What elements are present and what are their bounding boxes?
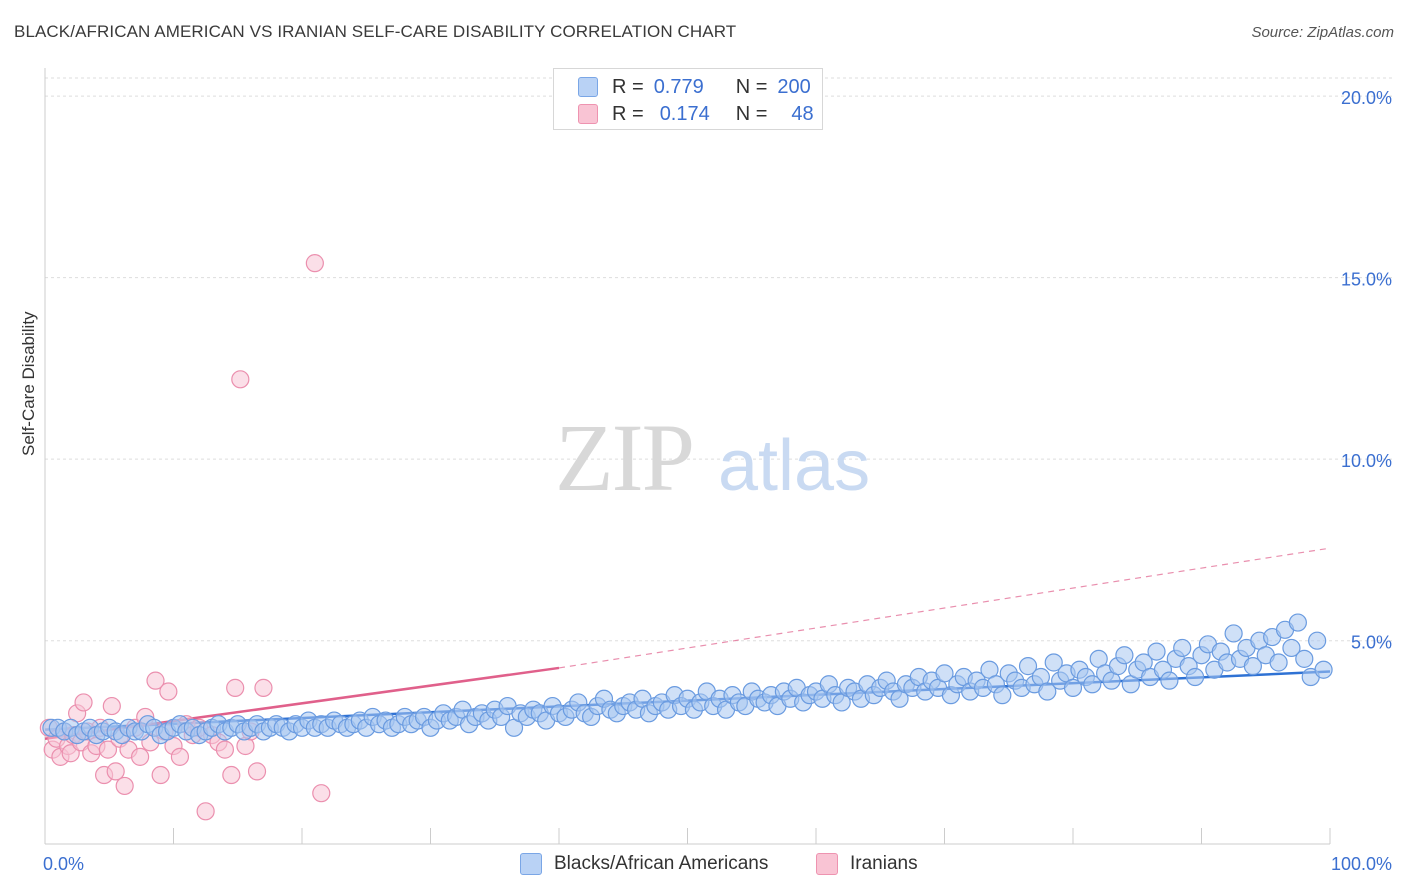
iranians-point xyxy=(247,762,267,781)
iranians-trendline-extrapolated xyxy=(558,547,1331,669)
chart-title: BLACK/AFRICAN AMERICAN VS IRANIAN SELF-C… xyxy=(14,22,737,41)
iranians-point xyxy=(146,671,165,690)
blacks-point xyxy=(935,664,954,683)
iranians-point xyxy=(115,776,134,796)
legend-n-value-blacks: 200 xyxy=(777,75,811,98)
legend-row-iranians: R = 0.174 N = 48 xyxy=(578,102,814,126)
blacks-point xyxy=(1115,646,1134,665)
iranians-point xyxy=(170,747,190,766)
x-tick-label-min: 0.0% xyxy=(43,854,84,874)
iranians-point xyxy=(226,678,245,697)
iranians-point xyxy=(254,678,273,697)
legend-n-label: N = xyxy=(735,102,768,125)
watermark-zip: ZIP xyxy=(555,404,693,511)
x-tick-label-max: 100.0% xyxy=(1331,854,1392,874)
y-tick-label: 10.0% xyxy=(1341,451,1392,471)
blacks-point xyxy=(1224,624,1243,643)
iranians-point xyxy=(196,802,215,821)
blacks-point xyxy=(1314,660,1333,679)
gridlines xyxy=(45,77,1392,642)
y-tick-label: 20.0% xyxy=(1341,88,1392,108)
bottom-swatch-iranians xyxy=(816,853,838,875)
iranians-point xyxy=(231,370,250,389)
stats-legend: R = 0.779 N = 200 R = 0.174 N = 48 xyxy=(553,68,823,130)
legend-r-label: R = xyxy=(612,102,644,125)
blacks-point xyxy=(1018,657,1038,676)
blacks-point xyxy=(1269,653,1288,672)
bottom-legend-iranians: Iranians xyxy=(816,852,918,876)
legend-r-value-iranians: 0.174 xyxy=(659,102,710,125)
legend-row-blacks: R = 0.779 N = 200 xyxy=(578,75,811,99)
blacks-point xyxy=(1288,613,1307,632)
y-axis-label: Self-Care Disability xyxy=(19,311,38,456)
blacks-point xyxy=(1038,682,1057,701)
legend-r-label: R = xyxy=(612,75,644,98)
axes xyxy=(44,68,1331,845)
iranians-point xyxy=(151,765,170,785)
bottom-swatch-blacks xyxy=(520,853,542,875)
iranians-point xyxy=(222,765,241,785)
legend-n-label: N = xyxy=(735,75,768,98)
iranians-point xyxy=(74,693,93,712)
iranians-point xyxy=(312,784,331,803)
iranians-point xyxy=(106,762,125,781)
blacks-point xyxy=(1044,653,1063,672)
blacks-point xyxy=(1083,675,1102,694)
iranians-point xyxy=(98,740,118,759)
tick-labels: 5.0% 10.0% 15.0% 20.0% 0.0% 100.0% xyxy=(43,88,1392,874)
iranians-point xyxy=(130,747,150,766)
blacks-point xyxy=(1295,649,1314,668)
blacks-point xyxy=(1308,631,1327,650)
bottom-legend-blacks: Blacks/African Americans xyxy=(520,852,768,876)
legend-r-value-blacks: 0.779 xyxy=(653,75,704,98)
iranians-point xyxy=(215,740,234,759)
iranians-point xyxy=(102,696,121,716)
y-tick-label: 5.0% xyxy=(1351,633,1392,653)
source-label: Source: ZipAtlas.com xyxy=(1251,24,1394,41)
watermark-atlas: atlas xyxy=(718,426,870,506)
blacks-point xyxy=(1160,671,1179,690)
blacks-point xyxy=(1063,678,1083,697)
y-tick-label: 15.0% xyxy=(1341,270,1392,290)
legend-n-value-iranians: 48 xyxy=(791,102,814,125)
blacks-point xyxy=(1173,638,1192,658)
iranians-point xyxy=(159,682,178,701)
watermark: ZIP atlas xyxy=(555,404,870,511)
iranians-point xyxy=(305,254,324,273)
blacks-point xyxy=(1147,642,1166,661)
blacks-point xyxy=(1243,657,1263,676)
blacks-points xyxy=(42,613,1333,745)
legend-swatch-iranians xyxy=(578,104,598,124)
bottom-legend-label-blacks: Blacks/African Americans xyxy=(554,853,769,874)
bottom-legend-label-iranians: Iranians xyxy=(850,853,918,874)
legend-swatch-blacks xyxy=(578,77,598,97)
blacks-point xyxy=(1282,638,1301,658)
blacks-point xyxy=(1185,667,1205,687)
blacks-point xyxy=(993,686,1012,705)
